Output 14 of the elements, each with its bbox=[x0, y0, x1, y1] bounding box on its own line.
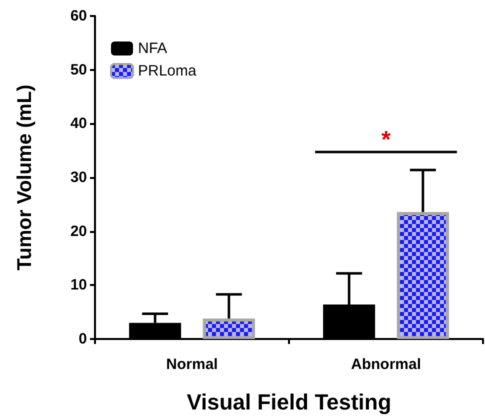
x-axis-title: Visual Field Testing bbox=[186, 390, 392, 414]
y-tick-label: 20 bbox=[70, 222, 87, 240]
y-tick-label: 60 bbox=[70, 8, 87, 24]
y-tick-label: 50 bbox=[70, 61, 87, 78]
legend-label: NFA bbox=[138, 40, 168, 57]
annotation: * bbox=[381, 126, 392, 154]
x-tick-label: Abnormal bbox=[350, 356, 422, 373]
y-tick-label: 40 bbox=[70, 115, 87, 132]
y-axis-title: Tumor Volume (mL) bbox=[14, 84, 36, 270]
y-tick-label: 0 bbox=[78, 330, 87, 348]
legend-label: PRLoma bbox=[138, 62, 198, 80]
y-tick-label: 30 bbox=[70, 169, 87, 186]
x-tick-label: Normal bbox=[166, 356, 218, 373]
y-tick-label: 10 bbox=[70, 276, 87, 294]
